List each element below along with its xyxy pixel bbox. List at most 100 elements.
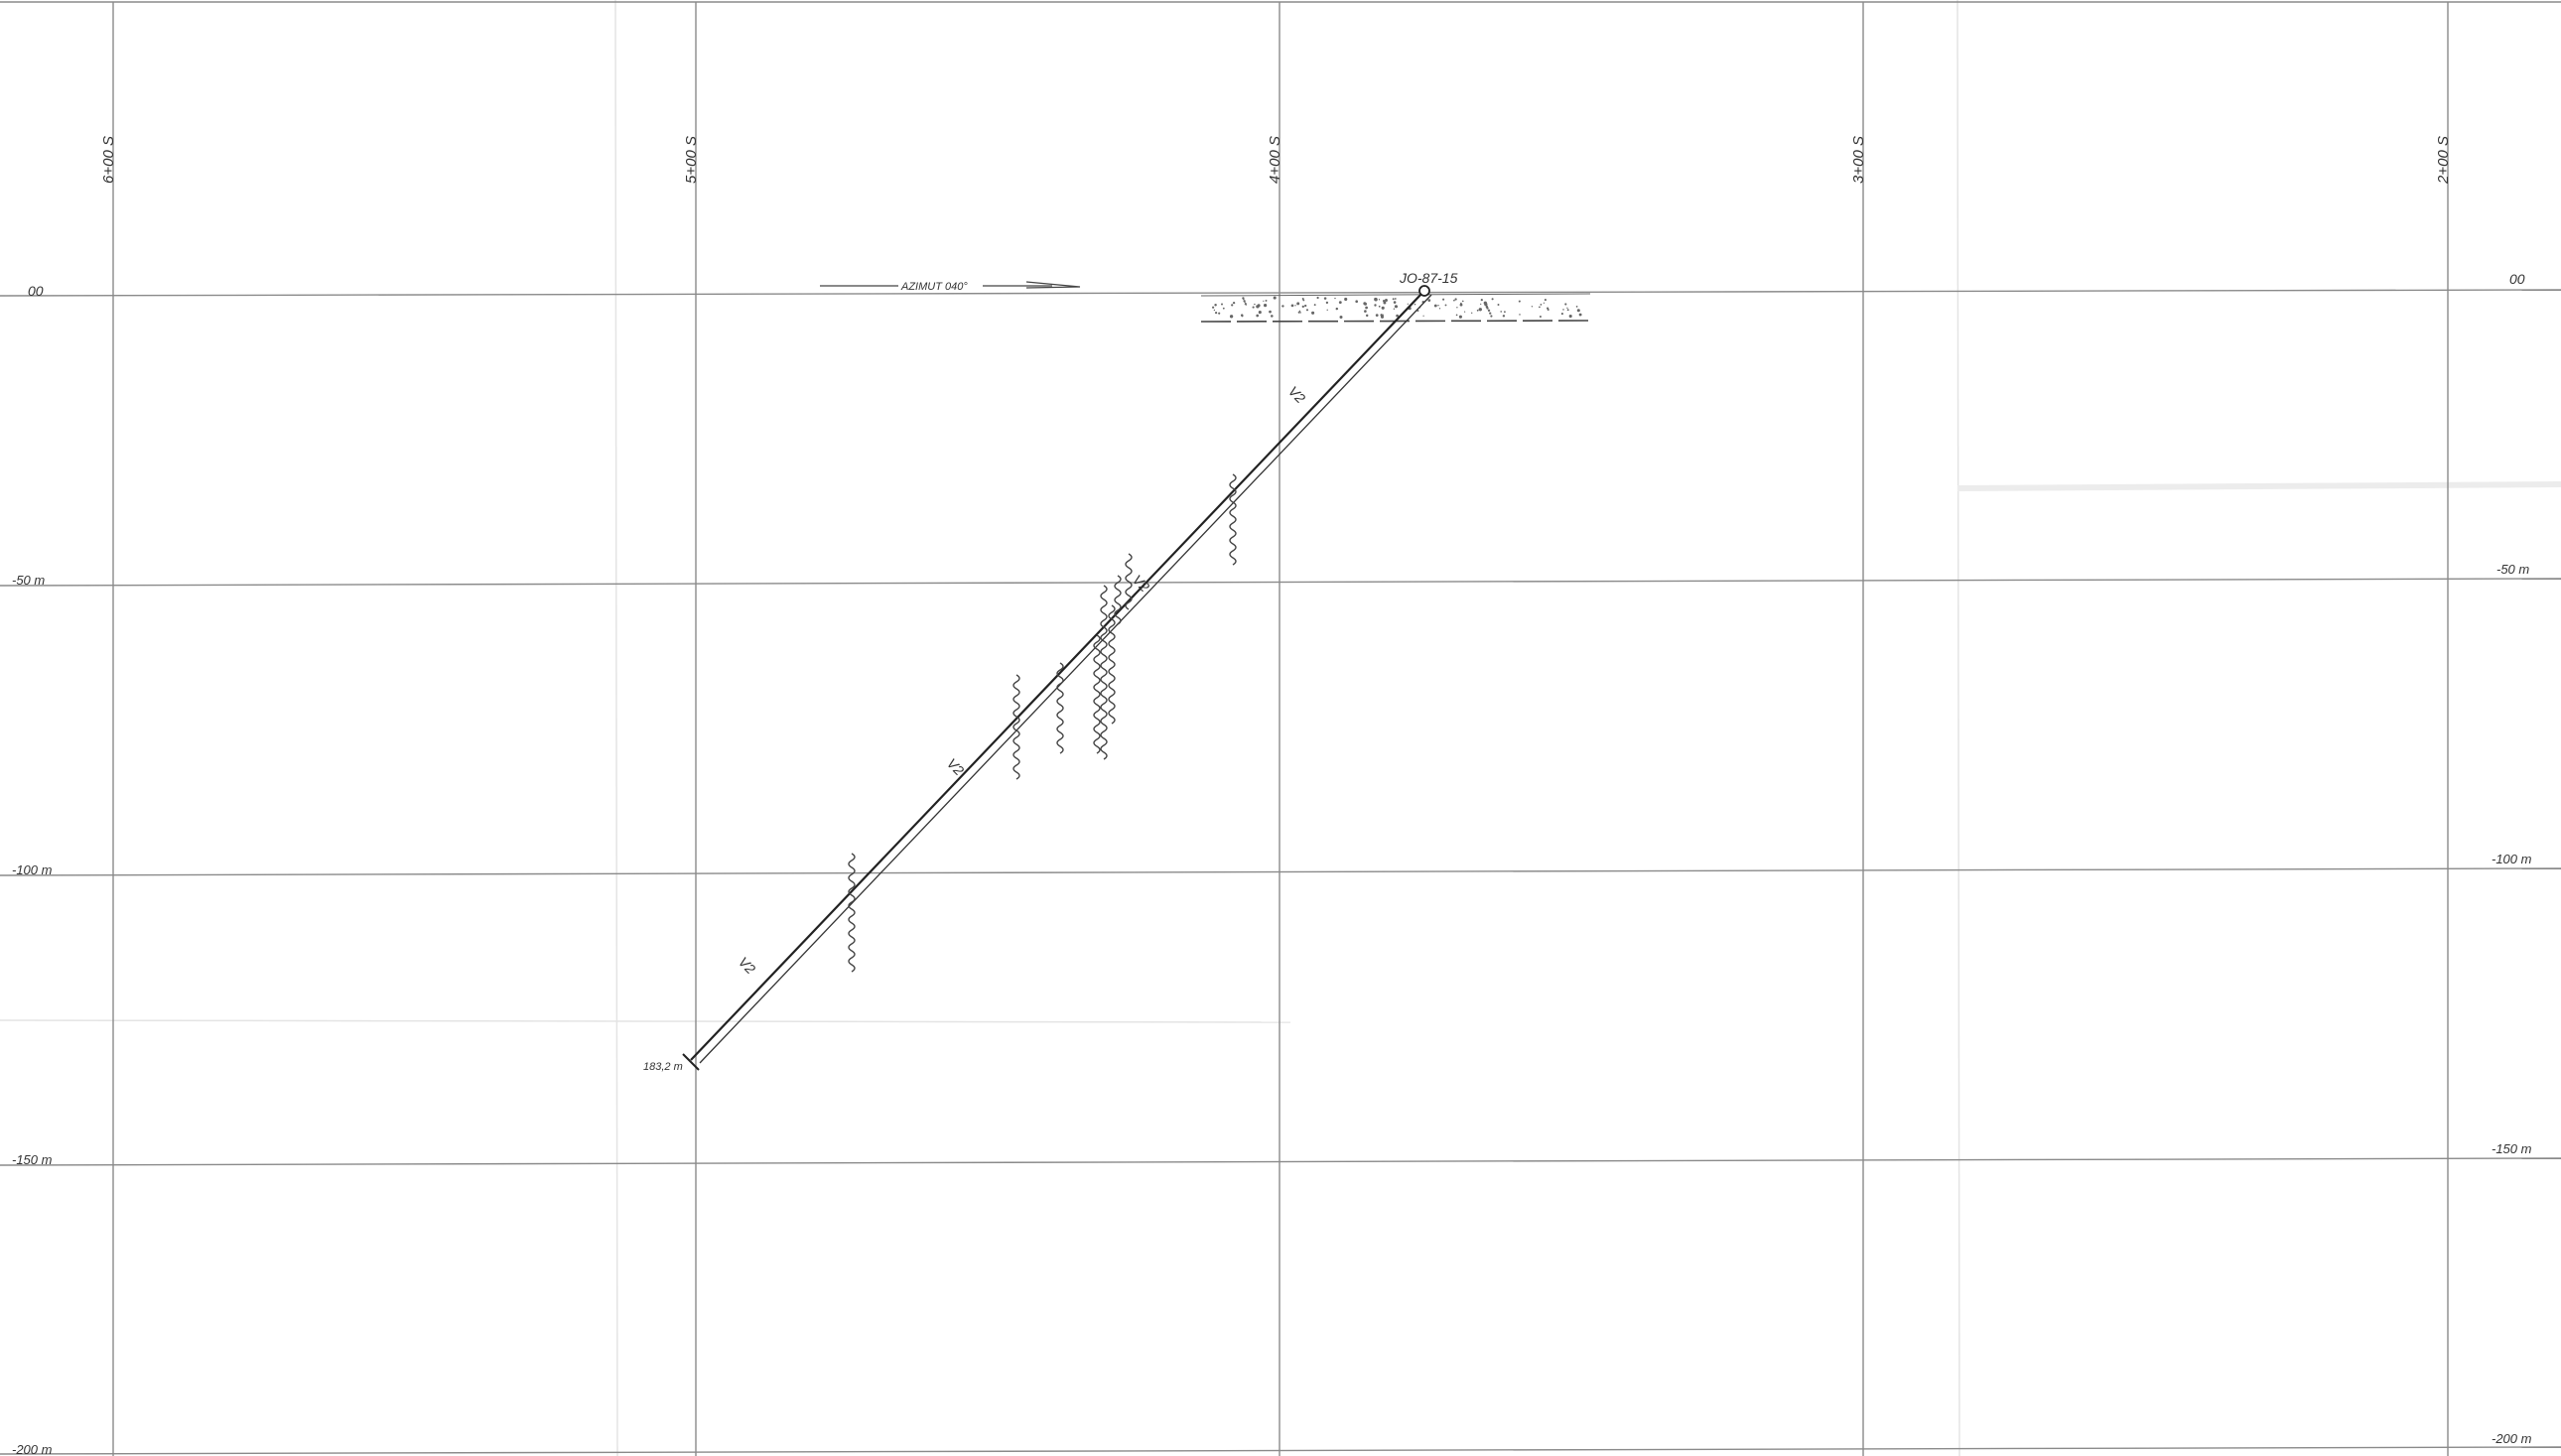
overburden-stipple xyxy=(1336,308,1338,310)
overburden-stipple xyxy=(1579,314,1582,317)
overburden-stipple xyxy=(1486,307,1488,309)
overburden-stipple xyxy=(1376,314,1379,317)
overburden-stipple xyxy=(1258,304,1261,307)
sheet-smudge xyxy=(1957,484,2561,488)
overburden-stipple xyxy=(1242,316,1244,318)
overburden-stipple xyxy=(1326,302,1328,304)
alteration-squiggle xyxy=(849,854,855,972)
overburden-stipple xyxy=(1503,315,1505,317)
azimuth-label: AZIMUT 040° xyxy=(900,281,968,293)
overburden-stipple xyxy=(1383,302,1386,305)
overburden-stipple xyxy=(1381,316,1384,319)
section-label-4-00s: 4+00 S xyxy=(1267,136,1283,184)
overburden-stipple xyxy=(1214,310,1215,311)
elevation-label-left-0: 00 xyxy=(28,283,44,299)
overburden-stipple xyxy=(1231,304,1233,306)
overburden-stipple xyxy=(1519,301,1521,303)
end-depth-label: 183,2 m xyxy=(643,1061,683,1073)
overburden-stipple xyxy=(1576,306,1578,308)
overburden-stipple xyxy=(1393,298,1395,300)
overburden-stipple xyxy=(1566,308,1567,309)
drill-hole-id: JO-87-15 xyxy=(1399,270,1458,286)
elevation-label-right-0: 00 xyxy=(2509,271,2525,287)
overburden-stipple xyxy=(1396,306,1398,308)
azimuth-annotation: AZIMUT 040° xyxy=(820,281,1080,293)
overburden-stipple xyxy=(1299,312,1301,314)
overburden-stipple xyxy=(1311,312,1314,315)
overburden-stipple xyxy=(1379,299,1380,300)
overburden-stipple xyxy=(1365,307,1368,310)
overburden-stipple xyxy=(1408,304,1409,305)
sheet-fold-line xyxy=(615,0,617,1456)
elevation-line-minus-150 xyxy=(0,1158,2561,1165)
unit-label-v2: V2 xyxy=(1285,383,1309,407)
overburden-stipple xyxy=(1539,307,1541,309)
overburden-stipple xyxy=(1344,298,1347,301)
overburden-stipple xyxy=(1498,304,1500,306)
overburden-stipple xyxy=(1578,310,1580,312)
overburden-stipple xyxy=(1434,305,1437,308)
overburden-stipple xyxy=(1334,298,1335,299)
overburden-stipple xyxy=(1281,305,1283,307)
overburden-stipple xyxy=(1382,307,1385,310)
overburden-stipple xyxy=(1532,306,1533,307)
overburden-stipple xyxy=(1540,316,1542,318)
elevation-label-right-minus-200: -200 m xyxy=(2492,1431,2532,1446)
overburden-stipple xyxy=(1253,307,1255,309)
section-label-5-00s: 5+00 S xyxy=(683,136,700,184)
overburden-stipple xyxy=(1263,301,1264,302)
overburden-stipple xyxy=(1244,301,1246,303)
overburden-stipple xyxy=(1291,305,1294,308)
overburden-stipple xyxy=(1456,307,1457,308)
overburden-stipple xyxy=(1304,305,1306,307)
overburden-stipple xyxy=(1459,316,1462,319)
overburden-stipple xyxy=(1488,310,1490,312)
overburden-stipple xyxy=(1548,309,1550,311)
overburden-stipple xyxy=(1314,304,1316,306)
overburden-stipple xyxy=(1317,297,1319,299)
overburden-stipple xyxy=(1374,304,1376,306)
overburden-stipple xyxy=(1567,309,1569,311)
overburden-stipple xyxy=(1481,299,1483,301)
overburden-stipple xyxy=(1383,315,1384,316)
overburden-stipple xyxy=(1340,316,1343,319)
overburden-stipple xyxy=(1296,302,1299,305)
overburden-stipple xyxy=(1294,305,1295,306)
alteration-squiggle xyxy=(1101,586,1107,759)
overburden-stipple xyxy=(1489,312,1491,314)
overburden-stipple xyxy=(1218,313,1220,315)
overburden-stipple xyxy=(1492,298,1494,300)
overburden-stipple xyxy=(1214,304,1216,306)
sheet-fold-line xyxy=(0,1020,1290,1022)
overburden-stipple xyxy=(1541,304,1543,306)
overburden-stipple xyxy=(1504,311,1506,313)
overburden-stipple xyxy=(1366,315,1368,317)
overburden-stipple xyxy=(1302,299,1304,301)
azimuth-arrow-icon xyxy=(1026,282,1080,288)
overburden-stipple xyxy=(1212,307,1214,309)
overburden-stipple xyxy=(1479,308,1482,311)
elevation-line-minus-200 xyxy=(0,1447,2561,1454)
overburden-stipple xyxy=(1480,304,1481,305)
elevation-label-left-minus-100: -100 m xyxy=(12,862,53,877)
overburden-stipple xyxy=(1355,300,1358,303)
overburden-stipple xyxy=(1453,300,1455,302)
overburden-stipple xyxy=(1223,308,1225,310)
overburden-stipple xyxy=(1324,297,1327,300)
overburden-stipple xyxy=(1519,314,1521,316)
unit-label-v2: V2 xyxy=(736,954,759,978)
overburden-stipple xyxy=(1394,308,1395,309)
overburden-stipple xyxy=(1477,310,1479,312)
overburden-stipple xyxy=(1385,299,1388,302)
overburden-stipple xyxy=(1364,310,1367,313)
overburden-stipple xyxy=(1327,310,1328,311)
overburden-stipple xyxy=(1569,315,1572,318)
alteration-squiggle xyxy=(1109,605,1115,724)
overburden-stipple xyxy=(1394,301,1397,304)
alteration-squiggle xyxy=(1013,675,1019,779)
overburden-stipple xyxy=(1379,306,1381,308)
overburden-stipple xyxy=(1256,315,1259,318)
overburden-stipple xyxy=(1233,302,1235,304)
overburden-stipple xyxy=(1464,311,1465,312)
